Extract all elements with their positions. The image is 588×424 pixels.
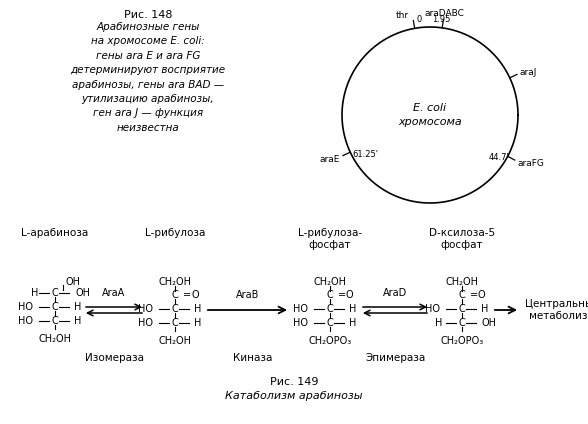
Text: AraD: AraD	[383, 288, 407, 298]
Text: OH: OH	[75, 288, 90, 298]
Text: Центральный
метаболизм: Центральный метаболизм	[525, 299, 588, 321]
Text: Киназа: Киназа	[233, 353, 272, 363]
Text: H: H	[435, 318, 442, 328]
Text: 0: 0	[417, 15, 422, 24]
Text: C: C	[326, 290, 333, 300]
Text: AraB: AraB	[236, 290, 259, 300]
Text: C: C	[459, 318, 465, 328]
Text: Изомераза: Изомераза	[85, 353, 145, 363]
Text: O: O	[478, 290, 486, 300]
Text: HO: HO	[293, 318, 308, 328]
Text: O: O	[191, 290, 199, 300]
Text: Эпимераза: Эпимераза	[366, 353, 426, 363]
Text: H: H	[31, 288, 39, 298]
Text: Катаболизм арабинозы: Катаболизм арабинозы	[225, 391, 363, 401]
Text: D-ксилоза-5
фосфат: D-ксилоза-5 фосфат	[429, 228, 495, 251]
Text: HO: HO	[425, 304, 440, 314]
Text: araJ: araJ	[520, 68, 537, 77]
Text: C: C	[172, 304, 178, 314]
Text: H: H	[481, 304, 489, 314]
Text: 61.25': 61.25'	[352, 150, 378, 159]
Text: AraA: AraA	[102, 288, 126, 298]
Text: CH₂OH: CH₂OH	[159, 277, 192, 287]
Text: C: C	[326, 304, 333, 314]
Text: =: =	[470, 290, 478, 300]
Text: CH₂OH: CH₂OH	[446, 277, 479, 287]
Text: C: C	[459, 304, 465, 314]
Text: thr: thr	[396, 11, 409, 20]
Text: H: H	[194, 318, 201, 328]
Text: araE: araE	[320, 155, 340, 164]
Text: Рис. 148: Рис. 148	[123, 10, 172, 20]
Text: HO: HO	[18, 316, 33, 326]
Text: CH₂OH: CH₂OH	[159, 336, 192, 346]
Text: L-рибулоза-
фосфат: L-рибулоза- фосфат	[298, 228, 362, 251]
Text: CH₂OPO₃: CH₂OPO₃	[440, 336, 483, 346]
Text: H: H	[74, 302, 81, 312]
Text: CH₂OH: CH₂OH	[38, 334, 72, 344]
Text: H: H	[349, 318, 356, 328]
Text: HO: HO	[138, 304, 153, 314]
Text: H: H	[349, 304, 356, 314]
Text: Арабинозные гены
на хромосоме E. coli:
гены ara E и ara FG
детерминируют восприя: Арабинозные гены на хромосоме E. coli: г…	[71, 22, 226, 133]
Text: C: C	[52, 316, 58, 326]
Text: H: H	[74, 316, 81, 326]
Text: E. coli
хромосома: E. coli хромосома	[398, 103, 462, 127]
Text: HO: HO	[18, 302, 33, 312]
Text: HO: HO	[293, 304, 308, 314]
Text: C: C	[172, 290, 178, 300]
Text: H: H	[194, 304, 201, 314]
Text: OH: OH	[65, 277, 80, 287]
Text: C: C	[52, 288, 58, 298]
Text: C: C	[326, 318, 333, 328]
Text: =: =	[183, 290, 191, 300]
Text: HO: HO	[138, 318, 153, 328]
Text: Рис. 149: Рис. 149	[270, 377, 318, 387]
Text: L-арабиноза: L-арабиноза	[21, 228, 89, 238]
Text: C: C	[52, 302, 58, 312]
Text: araDABC: araDABC	[425, 9, 464, 18]
Text: C: C	[172, 318, 178, 328]
Text: araFG: araFG	[517, 159, 544, 168]
Text: 44.7': 44.7'	[489, 153, 510, 162]
Text: L-рибулоза: L-рибулоза	[145, 228, 205, 238]
Text: CH₂OH: CH₂OH	[313, 277, 346, 287]
Text: C: C	[459, 290, 465, 300]
Text: =: =	[338, 290, 346, 300]
Text: 1.95: 1.95	[432, 15, 450, 24]
Text: O: O	[346, 290, 353, 300]
Text: CH₂OPO₃: CH₂OPO₃	[308, 336, 352, 346]
Text: OH: OH	[482, 318, 497, 328]
